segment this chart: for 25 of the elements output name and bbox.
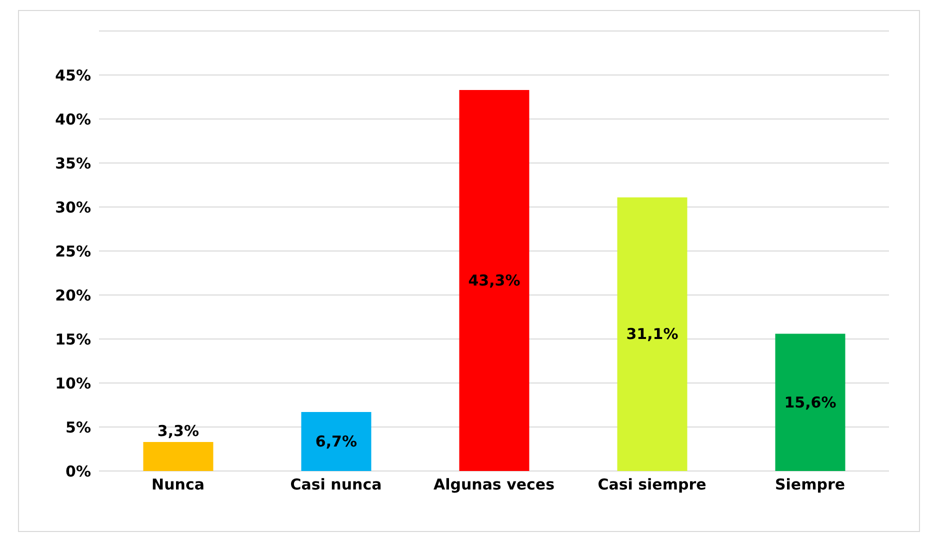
data-label: 31,1% [626, 325, 678, 344]
y-tick-label: 20% [55, 286, 91, 304]
bar [617, 197, 688, 471]
bar [775, 334, 846, 471]
bar [143, 442, 214, 471]
x-tick-label: Algunas veces [433, 476, 555, 494]
y-tick-label: 10% [55, 374, 91, 392]
y-tick-label: 35% [55, 154, 91, 172]
data-label: 43,3% [468, 271, 520, 290]
bar [301, 412, 372, 471]
data-label: 3,3% [157, 422, 200, 440]
y-tick-label: 15% [55, 330, 91, 348]
data-label: 6,7% [315, 432, 358, 451]
y-tick-label: 5% [66, 418, 91, 436]
data-label: 15,6% [784, 393, 836, 412]
bar [459, 90, 530, 471]
y-tick-label: 40% [55, 110, 91, 128]
x-tick-label: Casi siempre [598, 476, 706, 494]
x-tick-label: Siempre [774, 476, 846, 494]
y-tick-label: 25% [55, 242, 91, 260]
y-tick-label: 45% [55, 66, 91, 84]
x-tick-label: Nunca [152, 476, 204, 494]
y-tick-label: 30% [55, 198, 91, 216]
x-tick-label: Casi nunca [290, 476, 382, 494]
y-tick-label: 0% [66, 462, 91, 480]
